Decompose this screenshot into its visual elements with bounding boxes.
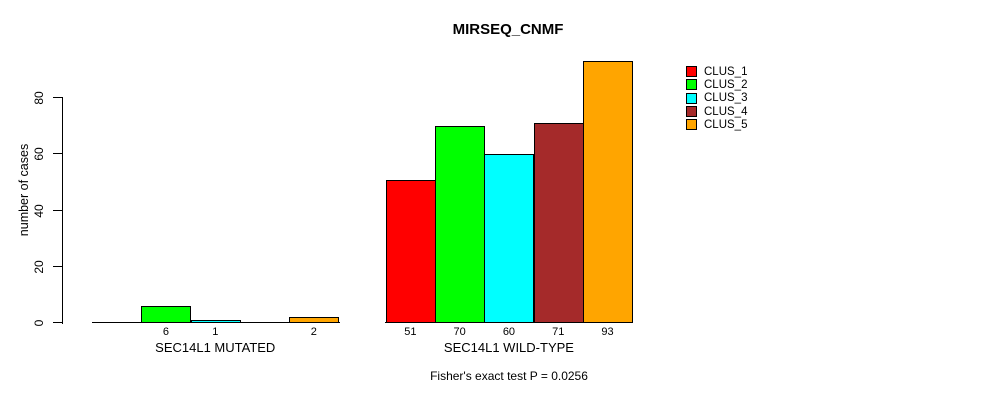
legend-label: CLUS_2 <box>704 78 748 91</box>
bar-value-label: 93 <box>601 326 614 338</box>
bar-clus_3-group-2 <box>484 154 534 323</box>
y-tick-label: 60 <box>32 146 46 161</box>
legend: CLUS_1 CLUS_2 CLUS_3 CLUS_4 CLUS_5 <box>686 65 747 132</box>
y-tick-label: 40 <box>32 203 46 218</box>
y-tick-mark <box>53 266 62 267</box>
legend-label: CLUS_3 <box>704 92 748 105</box>
y-tick-mark <box>53 153 62 154</box>
bar-value-label: 1 <box>212 326 219 338</box>
y-tick-mark <box>53 322 62 323</box>
y-tick-mark <box>53 97 62 98</box>
y-tick-mark <box>53 210 62 211</box>
bar-clus_5-group-1 <box>289 317 339 323</box>
bar-value-label: 60 <box>502 326 516 338</box>
bar-value-label: 2 <box>310 326 317 338</box>
legend-swatch <box>686 92 697 104</box>
y-tick-label: 20 <box>32 259 46 274</box>
legend-item-clus_2: CLUS_2 <box>686 78 747 91</box>
bar-clus_2-group-1 <box>141 306 191 323</box>
chart-title: MIRSEQ_CNMF <box>452 21 564 38</box>
legend-swatch <box>686 66 697 78</box>
legend-swatch <box>686 106 697 118</box>
legend-item-clus_3: CLUS_3 <box>686 92 747 105</box>
y-tick-label: 0 <box>32 319 46 326</box>
legend-swatch <box>686 119 697 131</box>
group-label-2: SEC14L1 WILD-TYPE <box>443 340 574 355</box>
y-axis-line <box>62 97 63 324</box>
bar-clus_2-group-2 <box>435 126 485 323</box>
legend-label: CLUS_4 <box>704 105 748 118</box>
group-label-1: SEC14L1 MUTATED <box>155 340 276 355</box>
y-axis-label: number of cases <box>17 143 31 237</box>
fisher-test-annotation: Fisher's exact test P = 0.0256 <box>430 369 588 383</box>
bar-clus_1-group-2 <box>386 180 436 323</box>
legend-item-clus_5: CLUS_5 <box>686 118 747 131</box>
legend-swatch <box>686 79 697 91</box>
bar-value-label: 51 <box>404 326 417 338</box>
legend-label: CLUS_5 <box>704 118 748 131</box>
legend-item-clus_1: CLUS_1 <box>686 65 747 78</box>
bar-value-label: 70 <box>453 326 466 338</box>
y-tick-label: 80 <box>32 90 46 105</box>
legend-label: CLUS_1 <box>704 65 748 78</box>
bar-value-label: 71 <box>552 326 565 338</box>
bar-clus_5-group-2 <box>583 61 633 323</box>
bar-clus_4-group-2 <box>534 123 584 323</box>
legend-item-clus_4: CLUS_4 <box>686 105 747 118</box>
bar-clus_3-group-1 <box>191 320 241 323</box>
bar-value-label: 6 <box>162 326 169 338</box>
